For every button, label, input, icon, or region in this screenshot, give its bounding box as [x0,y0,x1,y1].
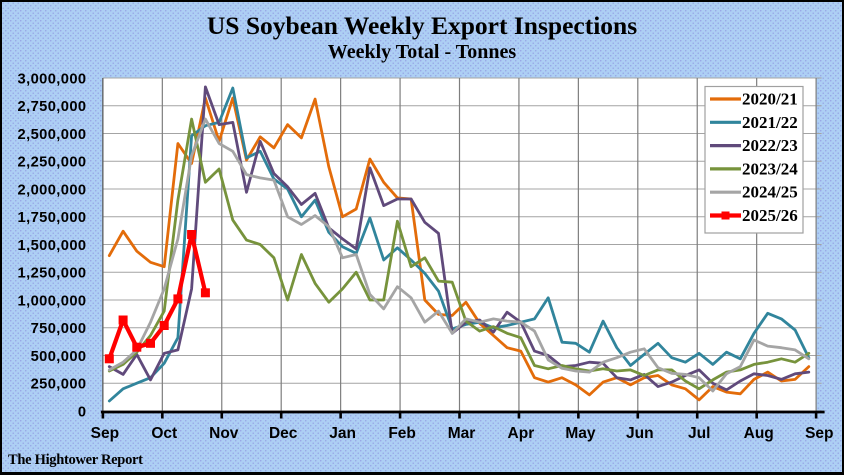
svg-text:2020/21: 2020/21 [742,90,798,109]
svg-text:2024/25: 2024/25 [742,183,798,202]
svg-text:May: May [565,425,596,442]
svg-text:Sep: Sep [805,425,833,442]
svg-text:1,000,000: 1,000,000 [18,293,87,309]
svg-text:500,000: 500,000 [31,349,87,365]
svg-text:Jan: Jan [329,425,356,442]
svg-text:Dec: Dec [269,425,298,442]
svg-text:Nov: Nov [209,425,239,442]
svg-text:2022/23: 2022/23 [742,136,798,155]
svg-text:2,500,000: 2,500,000 [18,127,87,143]
svg-text:1,250,000: 1,250,000 [18,266,87,282]
svg-text:2023/24: 2023/24 [742,159,798,178]
svg-text:Jul: Jul [688,425,710,442]
svg-text:2025/26: 2025/26 [742,206,798,225]
svg-text:1,500,000: 1,500,000 [18,238,87,254]
svg-text:2,250,000: 2,250,000 [18,155,87,171]
svg-text:750,000: 750,000 [31,321,87,337]
svg-text:Oct: Oct [151,425,177,442]
svg-text:Mar: Mar [448,425,476,442]
svg-text:2021/22: 2021/22 [742,113,798,132]
svg-text:250,000: 250,000 [31,377,87,393]
svg-text:Sep: Sep [91,425,119,442]
svg-text:2,000,000: 2,000,000 [18,182,87,198]
svg-text:3,000,000: 3,000,000 [18,71,87,87]
svg-text:Jun: Jun [626,425,654,442]
svg-text:1,750,000: 1,750,000 [18,210,87,226]
svg-text:Feb: Feb [388,425,416,442]
svg-text:2,750,000: 2,750,000 [18,99,87,115]
svg-text:Apr: Apr [508,425,535,442]
svg-text:0: 0 [78,404,87,420]
svg-text:Aug: Aug [744,425,774,442]
